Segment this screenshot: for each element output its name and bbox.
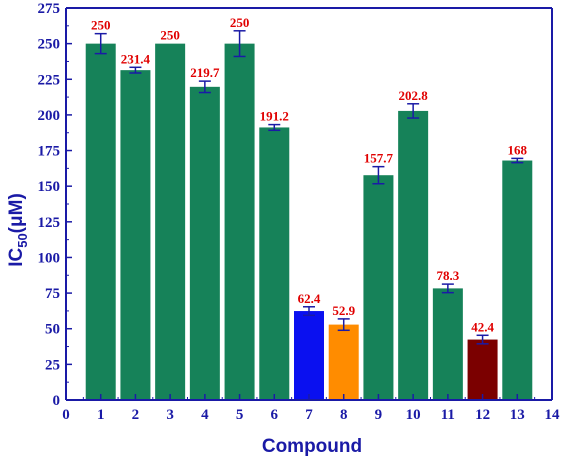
y-tick-label: 200 [38,108,61,124]
bar-compound-5 [224,43,255,401]
data-label-compound-11: 78.3 [436,268,459,283]
error-bar-compound-12 [476,334,489,345]
data-label-compound-4: 219.7 [190,65,220,80]
bar-compound-8 [328,324,359,400]
x-tick-label: 4 [201,407,209,423]
error-bar-compound-6 [268,123,281,132]
y-tick-label: 0 [53,393,61,409]
data-label-compound-7: 62.4 [298,291,321,306]
x-tick-label: 8 [340,407,348,423]
y-tick-label: 175 [38,144,61,160]
data-label-compound-10: 202.8 [399,88,429,103]
data-label-compound-13: 168 [508,142,528,157]
x-tick-label: 0 [62,407,70,423]
error-bar-compound-9 [372,165,385,185]
y-tick-label: 50 [45,322,60,338]
error-bar-compound-7 [303,306,315,317]
x-tick-label: 9 [375,407,383,423]
bar-compound-6 [259,127,290,400]
data-label-compound-9: 157.7 [364,151,394,166]
data-label-compound-5: 250 [230,15,250,30]
error-bar-compound-13 [511,157,524,164]
y-tick-label: 150 [38,179,61,195]
data-label-compound-1: 250 [91,18,111,33]
y-tick-label: 125 [38,215,61,231]
y-tick-label: 75 [45,286,60,302]
y-axis-title: IC50(μM) [6,193,30,267]
bar-compound-4 [189,86,220,400]
x-tick-label: 11 [441,407,455,423]
y-tick-label: 275 [38,1,61,17]
bar-compound-9 [363,175,394,400]
x-tick-label: 6 [271,407,279,423]
y-tick-label: 250 [38,37,61,53]
y-axis-title-subscript: 50 [15,233,30,247]
x-tick-label: 1 [97,407,105,423]
x-tick-label: 10 [406,407,421,423]
error-bar-compound-1 [94,32,107,55]
error-bar-compound-4 [198,80,211,94]
bar-compound-10 [398,110,429,400]
bar-compound-11 [432,288,463,400]
bar-compound-2 [120,70,151,401]
data-label-compound-8: 52.9 [332,303,355,318]
y-tick-label: 225 [38,72,61,88]
bar-compound-13 [502,160,533,400]
error-bar-compound-8 [337,318,350,332]
data-label-compound-2: 231.4 [121,51,151,66]
data-label-compound-12: 42.4 [471,319,494,334]
error-bar-compound-10 [407,103,420,119]
x-tick-label: 7 [305,407,313,423]
error-bar-compound-5 [233,30,246,58]
bar-compound-3 [155,43,186,401]
bar-compound-1 [85,43,116,401]
y-tick-label: 100 [38,250,61,266]
x-tick-label: 12 [475,407,490,423]
x-tick-label: 2 [132,407,140,423]
data-label-compound-3: 250 [160,28,180,43]
data-label-compound-6: 191.2 [260,109,289,124]
bar-compound-12 [467,339,498,400]
bars-layer [85,43,533,401]
y-axis-title-main: IC [6,248,27,267]
error-bar-compound-11 [441,283,454,294]
data-labels-layer: 250 231.4 250 219.7 250 191.2 62.4 52.9 157.7 202… [91,15,528,334]
y-axis-title-unit: (μM) [6,193,27,233]
y-tick-label: 25 [45,357,60,373]
error-bar-compound-2 [129,66,142,74]
x-tick-label: 14 [545,407,561,423]
x-tick-label: 3 [166,407,174,423]
error-bars-layer [94,30,524,345]
x-axis-title: Compound [262,436,362,457]
x-tick-label: 13 [510,407,525,423]
bar-compound-7 [294,311,324,400]
x-tick-label: 5 [236,407,244,423]
